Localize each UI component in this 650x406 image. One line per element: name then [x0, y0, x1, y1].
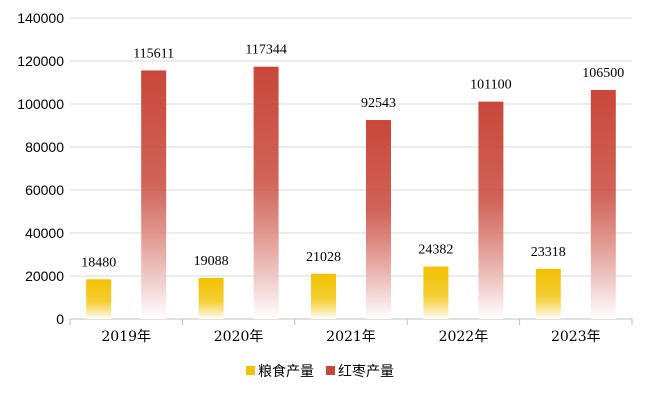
- data-label: 92543: [361, 96, 396, 111]
- y-tick-label: 40000: [25, 225, 64, 241]
- data-label: 18480: [81, 255, 116, 270]
- data-label: 101100: [470, 78, 511, 93]
- legend-swatch: [246, 366, 255, 375]
- y-tick-label: 140000: [17, 10, 64, 26]
- y-tick-label: 100000: [17, 96, 64, 112]
- bar-series-0: [311, 273, 336, 319]
- bars: [86, 66, 616, 320]
- bar-series-1: [590, 90, 616, 320]
- bar-series-0: [423, 266, 449, 319]
- y-tick-label: 80000: [25, 139, 64, 155]
- data-label: 106500: [582, 66, 624, 81]
- bar-series-1: [366, 120, 391, 319]
- x-tick-label: 2021年: [326, 329, 376, 345]
- data-label: 24382: [418, 243, 453, 258]
- y-tick-label: 120000: [17, 53, 64, 69]
- x-tick-label: 2023年: [551, 329, 601, 345]
- y-tick-label: 60000: [25, 182, 64, 198]
- y-tick-label: 0: [56, 311, 64, 327]
- bar-series-0: [535, 268, 561, 319]
- data-labels: 18480 19088 21028 24382 23318 115611 117344 925…: [81, 43, 624, 271]
- data-label: 19088: [194, 254, 229, 269]
- legend-label: 红枣产量: [338, 364, 394, 380]
- data-label: 23318: [531, 245, 566, 260]
- axes: 0 20000 40000 60000 80000 100000 120000 140000 2…: [17, 10, 633, 345]
- legend: 粮食产量 红枣产量: [246, 363, 394, 380]
- bar-series-1: [253, 66, 279, 319]
- x-tick-label: 2022年: [439, 329, 489, 345]
- y-tick-label: 20000: [25, 268, 64, 284]
- data-label: 117344: [245, 43, 286, 58]
- data-label: 115611: [133, 46, 174, 61]
- bar-series-1: [141, 70, 167, 320]
- bar-series-0: [86, 279, 112, 319]
- bar-series-0: [198, 277, 224, 319]
- data-label: 21028: [306, 250, 341, 265]
- x-tick-label: 2020年: [214, 329, 264, 345]
- bar-series-1: [478, 101, 504, 319]
- legend-label: 粮食产量: [258, 363, 314, 380]
- x-tick-label: 2019年: [101, 329, 151, 345]
- legend-swatch: [326, 366, 335, 375]
